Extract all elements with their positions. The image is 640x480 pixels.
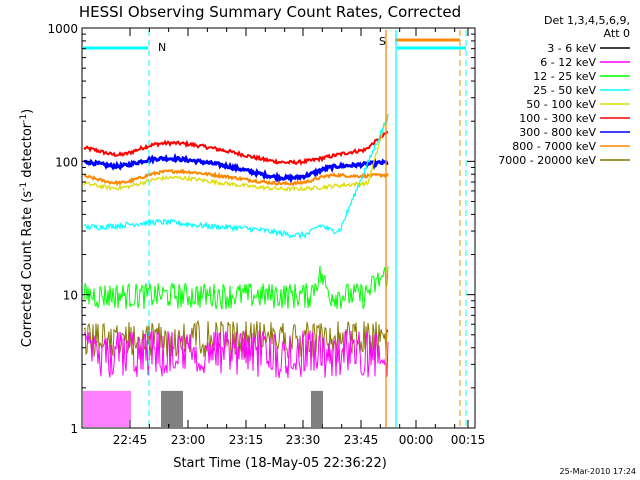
chart-title: HESSI Observing Summary Count Rates, Cor… [79, 3, 461, 21]
y-tick-label: 1 [70, 422, 78, 436]
plot-frame [81, 27, 476, 429]
x-tick-label: 23:15 [229, 433, 264, 447]
y-tick-label: 10 [63, 289, 78, 303]
legend-label: 12 - 25 keV [533, 70, 596, 83]
x-axis: 22:45 23:00 23:15 23:30 23:45 00:00 00:15 [113, 28, 486, 447]
series-line-6 [83, 152, 389, 184]
series-line-1 [83, 330, 389, 379]
legend-label: 6 - 12 keV [540, 56, 596, 69]
x-tick-label: 23:30 [286, 433, 321, 447]
x-tick-label: 23:00 [171, 433, 206, 447]
series-line-3 [83, 113, 389, 240]
series-line-4 [83, 114, 389, 193]
x-tick-label: 23:45 [344, 433, 379, 447]
legend-label: 100 - 300 keV [519, 112, 596, 125]
y-tick-label: 1000 [47, 22, 78, 36]
x-tick-label: 00:15 [451, 433, 486, 447]
y-axis: 1 10 100 1000 [47, 22, 475, 436]
x-tick-label: 00:00 [399, 433, 434, 447]
y-tick-label: 100 [55, 155, 78, 169]
legend-label: 3 - 6 keV [547, 42, 596, 55]
legend-label: 50 - 100 keV [526, 98, 596, 111]
legend-label: 300 - 800 keV [519, 126, 596, 139]
legend-header-line-1: Det 1,3,4,5,6,9, [544, 14, 630, 27]
series-line-2 [83, 265, 389, 310]
legend-label: 7000 - 20000 keV [498, 154, 596, 167]
legend-label: 800 - 7000 keV [512, 140, 596, 153]
legend-header-line-2: Att 0 [604, 27, 630, 40]
series-line-5 [83, 130, 389, 166]
legend-label: 25 - 50 keV [533, 84, 596, 97]
timestamp: 25-Mar-2010 17:24 [560, 467, 637, 476]
series-layer [83, 113, 389, 427]
saa-label: S [379, 35, 386, 48]
x-tick-label: 22:45 [113, 433, 148, 447]
night-label: N [158, 41, 166, 54]
y-axis-label: Corrected Count Rate (s-1 detector-1) [19, 109, 35, 347]
x-axis-label: Start Time (18-May-05 22:36:22) [173, 456, 387, 471]
series-line-7 [83, 168, 389, 187]
